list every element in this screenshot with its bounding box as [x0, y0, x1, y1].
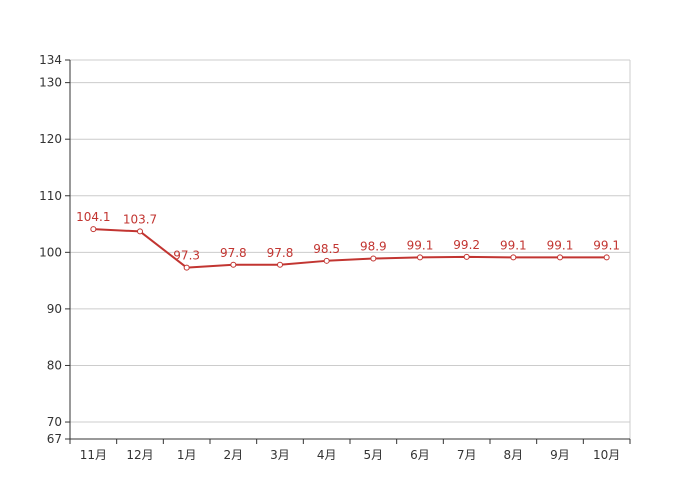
data-point[interactable] [370, 255, 377, 262]
data-point[interactable] [463, 253, 470, 260]
data-label: 97.8 [267, 246, 294, 260]
data-point[interactable] [323, 257, 330, 264]
y-tick-label: 130 [39, 76, 62, 90]
x-tick-label: 2月 [224, 448, 244, 462]
data-point[interactable] [603, 254, 610, 261]
data-label: 99.1 [500, 238, 527, 252]
y-tick-labels: 67 70 80 90 100 110 120 130 134 [39, 53, 62, 446]
data-point[interactable] [90, 226, 97, 233]
data-label: 99.2 [453, 238, 480, 252]
data-point[interactable] [137, 228, 143, 235]
y-tick-label: 100 [39, 245, 62, 259]
data-label: 99.1 [593, 238, 620, 252]
grid-lines [70, 59, 631, 439]
data-label: 98.9 [360, 240, 387, 254]
x-tick-label: 7月 [457, 448, 477, 462]
data-label: 97.8 [220, 246, 247, 260]
data-label: 99.1 [547, 238, 574, 252]
data-label: 97.3 [173, 249, 200, 263]
y-tick-label: 134 [39, 53, 62, 67]
x-tick-label: 1月 [177, 448, 197, 462]
x-tick-label: 9月 [550, 448, 570, 462]
x-tick-label: 12月 [126, 448, 153, 462]
series-line [93, 228, 607, 269]
x-tick-label: 10月 [593, 448, 620, 462]
data-label: 103.7 [123, 212, 157, 226]
data-label: 104.1 [76, 210, 110, 224]
data-point[interactable] [417, 254, 423, 261]
y-tick-label: 110 [39, 189, 62, 203]
x-tick-label: 11月 [80, 448, 107, 462]
data-point[interactable] [510, 254, 517, 261]
x-tick-label: 3月 [270, 448, 290, 462]
y-tick-label: 90 [47, 302, 62, 316]
y-tick-label: 80 [47, 358, 62, 372]
data-point[interactable] [230, 261, 237, 268]
data-points [90, 226, 610, 271]
data-label: 99.1 [407, 238, 434, 252]
y-tick-label: 67 [47, 432, 62, 446]
series-line-path [93, 228, 607, 269]
y-tick-label: 70 [47, 415, 62, 429]
x-tick-label: 4月 [317, 448, 337, 462]
x-tick-label: 8月 [504, 448, 524, 462]
x-tick-label: 6月 [410, 448, 430, 462]
x-tick-labels: 11月 12月 1月 2月 3月 4月 5月 6月 7月 8月 9月 10月 [80, 448, 621, 462]
x-tick-label: 5月 [364, 448, 384, 462]
data-label: 98.5 [313, 242, 340, 256]
data-point[interactable] [183, 264, 190, 271]
y-tick-label: 120 [39, 132, 62, 146]
data-point[interactable] [277, 261, 283, 268]
data-point[interactable] [557, 254, 563, 261]
data-labels: 104.1 103.7 97.3 97.8 97.8 98.5 98.9 99.1 99.2 99… [76, 210, 620, 262]
axes [65, 59, 631, 444]
